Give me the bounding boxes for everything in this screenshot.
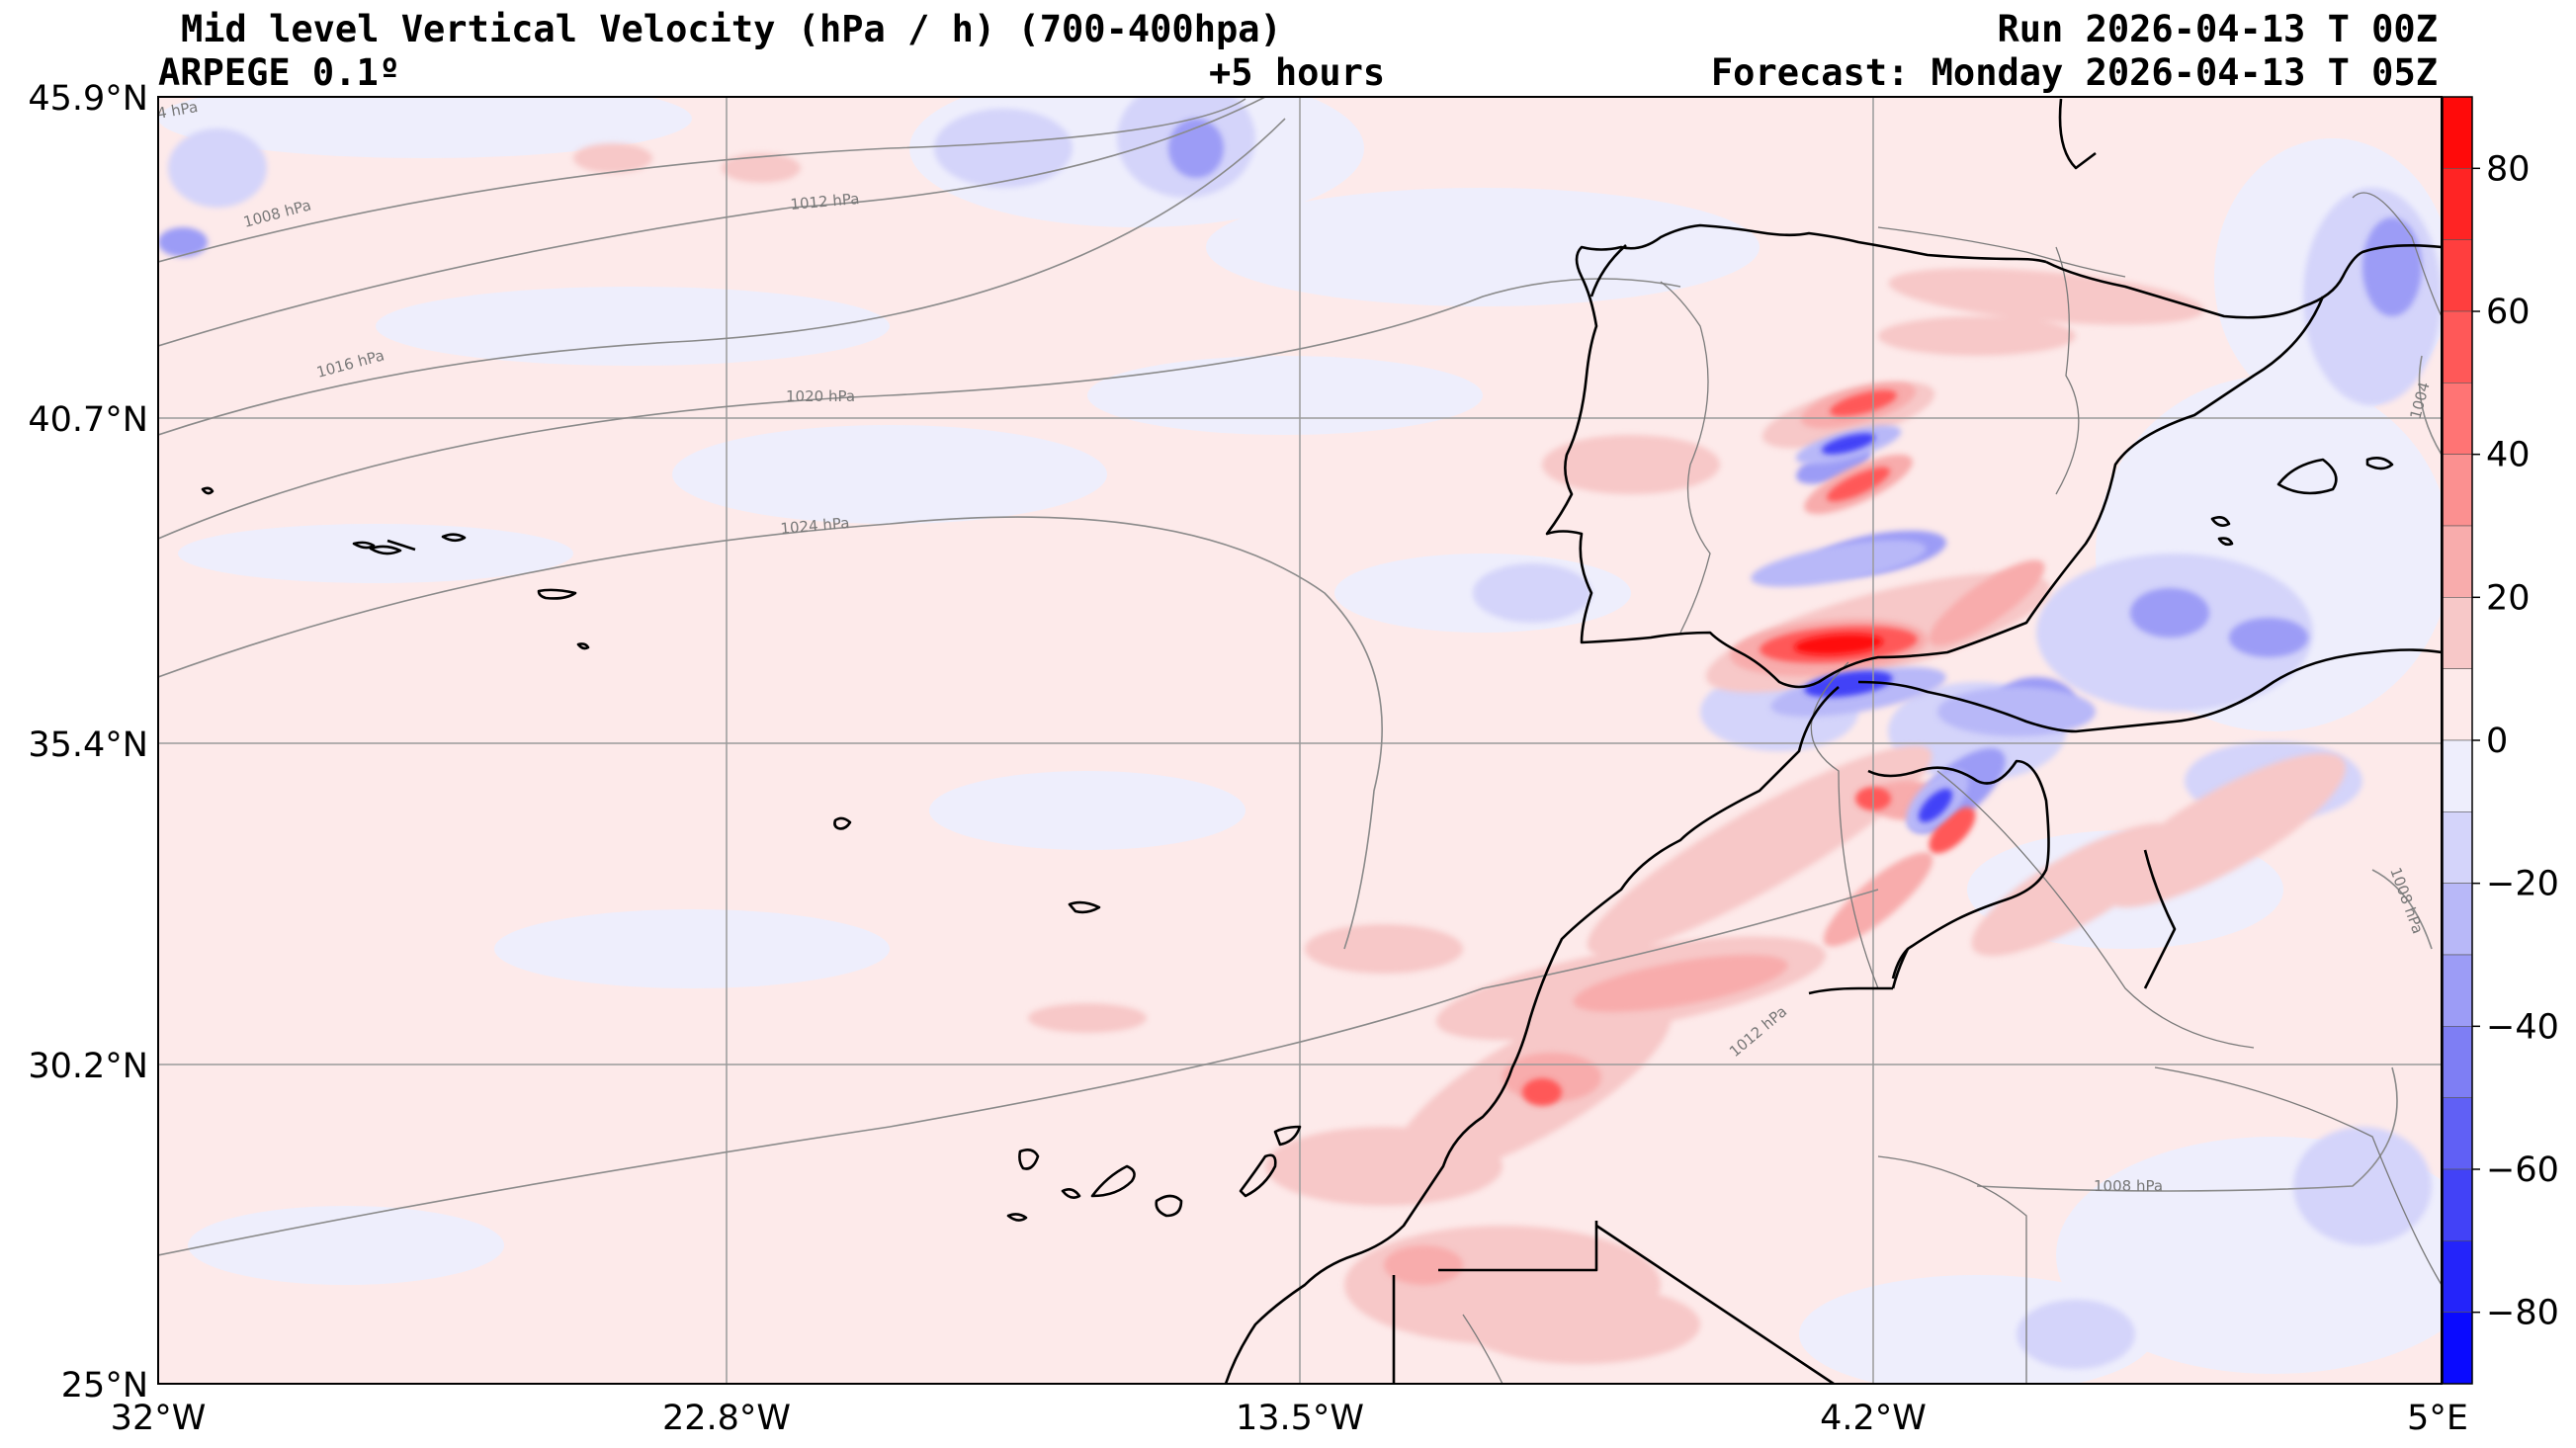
colorbar-level — [2442, 1097, 2473, 1170]
figure-title: Mid level Vertical Velocity (hPa / h) (7… — [181, 8, 1282, 50]
colorbar-level — [2442, 168, 2473, 240]
isobar-label-1008-s: 1008 hPa — [2094, 1177, 2163, 1195]
colorbar-level — [2442, 954, 2473, 1027]
colorbar-tick-label: −40 — [2486, 1007, 2559, 1047]
colorbar-level — [2442, 1026, 2473, 1098]
colorbar-tick-label: 40 — [2486, 436, 2531, 475]
colorbar-level — [2442, 383, 2473, 455]
lon-tick-label: 22.8°W — [662, 1399, 791, 1438]
lead-time-label: +5 hours — [1209, 51, 1385, 94]
isobar-label-1020: 1020 hPa — [786, 387, 855, 405]
lat-tick-label: 25°N — [61, 1366, 148, 1405]
map-area: 4 hPa 1008 hPa 1012 hPa 1016 hPa 1020 hP… — [158, 97, 2442, 1384]
lat-tick-label: 45.9°N — [28, 79, 148, 119]
colorbar-level — [2442, 1240, 2473, 1313]
lat-tick-label: 35.4°N — [28, 725, 148, 765]
colorbar-tick-label: 60 — [2486, 293, 2531, 332]
colorbar-level — [2442, 883, 2473, 956]
map-frame — [157, 96, 2443, 1385]
isobars — [158, 97, 2442, 1256]
latitude-axis: 45.9°N 40.7°N 35.4°N 30.2°N 25°N — [28, 79, 148, 1405]
model-label: ARPEGE 0.1º — [158, 51, 400, 94]
colorbar-tick-label: −60 — [2486, 1150, 2559, 1190]
lon-tick-label: 32°W — [111, 1399, 207, 1438]
colorbar-tick-label: −20 — [2486, 865, 2559, 904]
colorbar-level — [2442, 454, 2473, 527]
colorbar-level — [2442, 239, 2473, 312]
colorbar-level — [2442, 597, 2473, 669]
colorbar-level — [2442, 1168, 2473, 1241]
lon-tick-label: 5°E — [2407, 1399, 2468, 1438]
colorbar-level — [2442, 668, 2473, 741]
colorbar: 80 60 40 20 0 −20 −40 −60 −80 — [2442, 96, 2559, 1385]
lat-tick-label: 30.2°N — [28, 1047, 148, 1086]
run-label: Run 2026-04-13 T 00Z — [1997, 8, 2438, 50]
vertical-velocity-field — [158, 97, 2442, 1384]
colorbar-level — [2442, 310, 2473, 383]
country-borders — [1462, 192, 2442, 1384]
colorbar-tick-label: 0 — [2486, 722, 2508, 761]
colorbar-tick-label: 20 — [2486, 578, 2531, 618]
graticule — [158, 97, 2442, 1384]
coastlines — [201, 98, 2442, 1384]
forecast-time-label: Forecast: Monday 2026-04-13 T 05Z — [1711, 51, 2438, 94]
colorbar-level — [2442, 96, 2473, 169]
colorbar-level — [2442, 739, 2473, 812]
colorbar-tick-label: 80 — [2486, 149, 2531, 189]
colorbar-tick-label: −80 — [2486, 1294, 2559, 1333]
lat-tick-label: 40.7°N — [28, 400, 148, 440]
colorbar-level — [2442, 525, 2473, 598]
colorbar-level — [2442, 1312, 2473, 1385]
longitude-axis: 32°W 22.8°W 13.5°W 4.2°W 5°E — [111, 1399, 2468, 1438]
colorbar-level — [2442, 811, 2473, 884]
lon-tick-label: 4.2°W — [1820, 1399, 1927, 1438]
lon-tick-label: 13.5°W — [1236, 1399, 1364, 1438]
